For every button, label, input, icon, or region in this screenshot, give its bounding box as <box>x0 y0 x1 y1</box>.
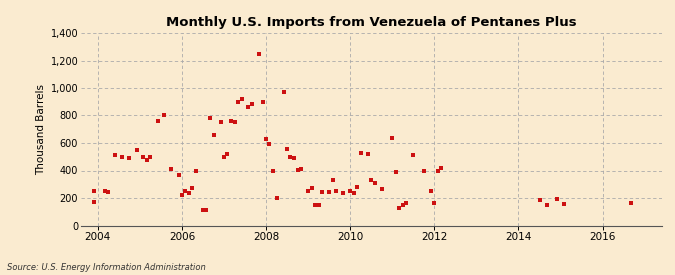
Point <box>317 190 327 194</box>
Point <box>355 150 366 155</box>
Point <box>534 198 545 202</box>
Point <box>432 168 443 173</box>
Point <box>232 100 243 104</box>
Point <box>219 155 230 159</box>
Point <box>166 167 177 171</box>
Point <box>142 157 153 162</box>
Point <box>401 200 412 205</box>
Point <box>327 178 338 182</box>
Point <box>103 190 114 194</box>
Point <box>247 102 258 107</box>
Point <box>348 190 359 195</box>
Point <box>362 152 373 156</box>
Point <box>145 155 156 159</box>
Point <box>292 167 303 172</box>
Point <box>303 189 314 193</box>
Point <box>201 208 212 213</box>
Y-axis label: Thousand Barrels: Thousand Barrels <box>36 84 47 175</box>
Point <box>390 170 401 174</box>
Point <box>177 192 188 197</box>
Title: Monthly U.S. Imports from Venezuela of Pentanes Plus: Monthly U.S. Imports from Venezuela of P… <box>166 16 576 29</box>
Point <box>264 142 275 147</box>
Point <box>271 196 282 200</box>
Point <box>425 189 436 193</box>
Point <box>306 186 317 191</box>
Point <box>313 203 324 207</box>
Point <box>215 120 226 125</box>
Point <box>205 116 215 120</box>
Point <box>324 190 335 194</box>
Point <box>366 178 377 182</box>
Point <box>345 189 356 193</box>
Point <box>352 185 362 189</box>
Point <box>369 181 380 185</box>
Point <box>377 187 387 191</box>
Point <box>296 167 306 171</box>
Point <box>281 146 292 151</box>
Point <box>229 120 240 125</box>
Point <box>187 186 198 191</box>
Point <box>541 203 552 207</box>
Point <box>310 203 321 207</box>
Point <box>124 156 135 160</box>
Point <box>558 202 569 206</box>
Point <box>551 197 562 202</box>
Point <box>225 119 236 123</box>
Point <box>429 200 439 205</box>
Point <box>338 190 348 195</box>
Point <box>89 200 100 204</box>
Point <box>159 113 169 118</box>
Point <box>408 153 418 158</box>
Point <box>208 133 219 137</box>
Point <box>418 169 429 173</box>
Point <box>394 205 405 210</box>
Point <box>289 156 300 160</box>
Point <box>257 100 268 104</box>
Point <box>331 189 342 193</box>
Point <box>117 155 128 159</box>
Point <box>110 153 121 158</box>
Point <box>184 190 194 195</box>
Point <box>285 155 296 159</box>
Point <box>268 169 279 173</box>
Point <box>387 135 398 140</box>
Point <box>173 172 184 177</box>
Point <box>131 148 142 152</box>
Point <box>222 152 233 156</box>
Point <box>254 51 265 56</box>
Point <box>243 105 254 109</box>
Point <box>100 189 111 193</box>
Point <box>198 208 209 213</box>
Point <box>180 189 191 193</box>
Point <box>89 189 100 193</box>
Point <box>152 119 163 123</box>
Point <box>278 90 289 94</box>
Point <box>398 203 408 207</box>
Point <box>190 168 201 173</box>
Text: Source: U.S. Energy Information Administration: Source: U.S. Energy Information Administ… <box>7 263 205 272</box>
Point <box>138 155 148 159</box>
Point <box>436 166 447 170</box>
Point <box>236 97 247 101</box>
Point <box>626 200 637 205</box>
Point <box>261 137 271 141</box>
